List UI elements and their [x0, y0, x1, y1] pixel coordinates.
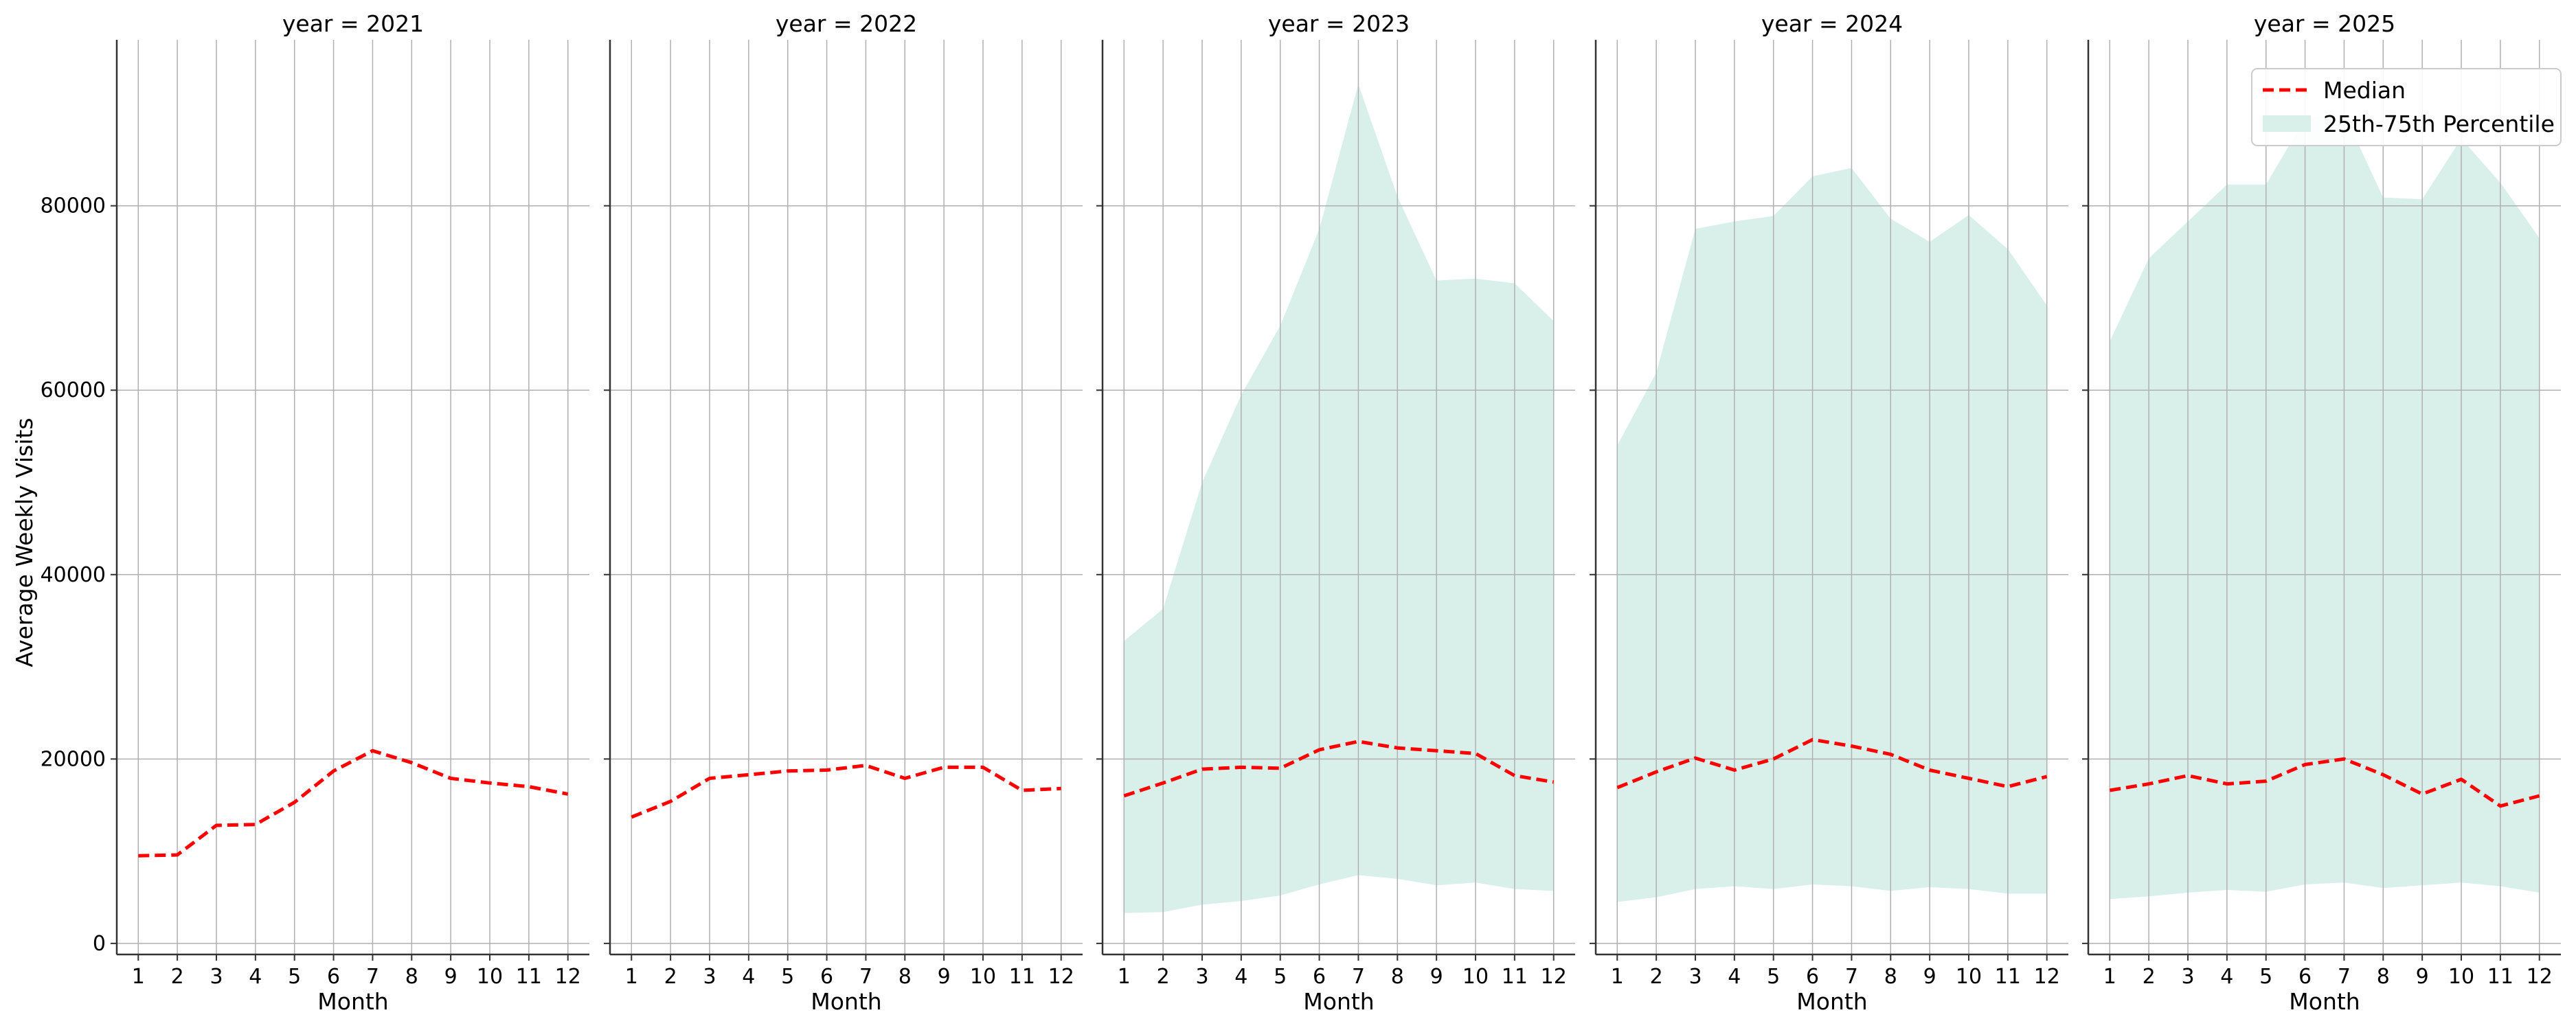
x-tick-label: 7: [2338, 965, 2351, 989]
y-tick-label: 20000: [41, 747, 106, 771]
x-tick-label: 4: [1728, 965, 1741, 989]
percentile-band: [1617, 168, 2047, 902]
x-tick-label: 5: [1274, 965, 1287, 989]
panel-title: year = 2024: [1761, 10, 1903, 37]
x-tick-label: 9: [1430, 965, 1443, 989]
x-tick-label: 6: [820, 965, 833, 989]
x-tick-label: 10: [1956, 965, 1982, 989]
x-tick-label: 10: [477, 965, 503, 989]
x-tick-label: 12: [2034, 965, 2060, 989]
x-tick-label: 2: [1157, 965, 1170, 989]
median-line: [138, 748, 569, 858]
x-tick-label: 11: [516, 965, 542, 989]
x-tick-label: 1: [2103, 965, 2116, 989]
x-tick-label: 3: [1195, 965, 1208, 989]
x-tick-label: 9: [1923, 965, 1936, 989]
x-tick-label: 1: [1118, 965, 1131, 989]
x-tick-label: 2: [664, 965, 677, 989]
x-tick-label: 9: [444, 965, 457, 989]
y-tick-label: 40000: [41, 563, 106, 587]
x-tick-label: 8: [2377, 965, 2390, 989]
x-tick-label: 4: [249, 965, 262, 989]
x-tick-label: 12: [1048, 965, 1074, 989]
x-tick-label: 4: [2220, 965, 2233, 989]
x-tick-label: 1: [132, 965, 145, 989]
legend-band-label: 25th-75th Percentile: [2323, 111, 2555, 137]
x-axis-label: Month: [1796, 988, 1867, 1015]
x-tick-label: 1: [625, 965, 638, 989]
legend: Median 25th-75th Percentile: [2251, 68, 2562, 146]
x-tick-label: 5: [1767, 965, 1780, 989]
x-tick-label: 2: [1650, 965, 1663, 989]
x-tick-label: 11: [1502, 965, 1528, 989]
x-tick-label: 3: [1688, 965, 1702, 989]
x-tick-label: 5: [288, 965, 301, 989]
x-tick-label: 3: [2181, 965, 2194, 989]
x-tick-label: 12: [2527, 965, 2553, 989]
x-axis-label: Month: [811, 988, 881, 1015]
x-tick-label: 2: [171, 965, 184, 989]
x-tick-label: 3: [210, 965, 223, 989]
y-axis-label: Average Weekly Visits: [11, 417, 38, 667]
legend-band-swatch: [2263, 115, 2311, 132]
x-tick-label: 8: [1391, 965, 1404, 989]
x-tick-label: 12: [1541, 965, 1567, 989]
x-tick-label: 7: [859, 965, 872, 989]
x-tick-label: 10: [970, 965, 996, 989]
x-tick-label: 11: [2487, 965, 2513, 989]
x-tick-label: 6: [1806, 965, 1819, 989]
x-tick-label: 6: [1313, 965, 1326, 989]
median-line: [1616, 737, 2048, 790]
x-tick-label: 11: [1995, 965, 2021, 989]
y-tick-label: 80000: [41, 194, 106, 218]
panel-title: year = 2023: [1268, 10, 1410, 37]
x-tick-label: 11: [1009, 965, 1035, 989]
x-axis-label: Month: [317, 988, 388, 1015]
x-tick-label: 3: [703, 965, 716, 989]
panel-title: year = 2022: [776, 10, 917, 37]
x-tick-label: 4: [1234, 965, 1247, 989]
x-axis-label: Month: [2289, 988, 2360, 1015]
x-tick-label: 2: [2143, 965, 2156, 989]
median-line: [631, 764, 1061, 819]
x-tick-label: 9: [938, 965, 951, 989]
x-tick-label: 5: [2259, 965, 2272, 989]
median-line: [1123, 740, 1555, 798]
x-tick-label: 6: [2298, 965, 2312, 989]
x-tick-label: 8: [1884, 965, 1897, 989]
x-tick-label: 5: [781, 965, 794, 989]
x-tick-label: 12: [555, 965, 581, 989]
x-tick-label: 10: [2448, 965, 2474, 989]
x-tick-label: 8: [899, 965, 912, 989]
x-tick-label: 7: [1845, 965, 1858, 989]
x-tick-label: 9: [2416, 965, 2429, 989]
legend-frame: [2251, 68, 2562, 146]
panel-title: year = 2021: [282, 10, 424, 37]
x-tick-label: 4: [742, 965, 755, 989]
panel-title: year = 2025: [2254, 10, 2395, 37]
x-tick-label: 10: [1462, 965, 1489, 989]
x-tick-label: 6: [327, 965, 340, 989]
median-line: [2109, 757, 2540, 808]
x-tick-label: 7: [1352, 965, 1365, 989]
legend-median-label: Median: [2323, 77, 2406, 104]
y-tick-label: 60000: [41, 378, 106, 402]
x-tick-label: 7: [366, 965, 379, 989]
x-axis-label: Month: [1303, 988, 1374, 1015]
y-tick-label: 0: [93, 932, 106, 956]
x-tick-label: 1: [1611, 965, 1624, 989]
x-tick-label: 8: [405, 965, 418, 989]
percentile-band: [1124, 84, 1554, 913]
percentile-band: [2110, 113, 2540, 900]
